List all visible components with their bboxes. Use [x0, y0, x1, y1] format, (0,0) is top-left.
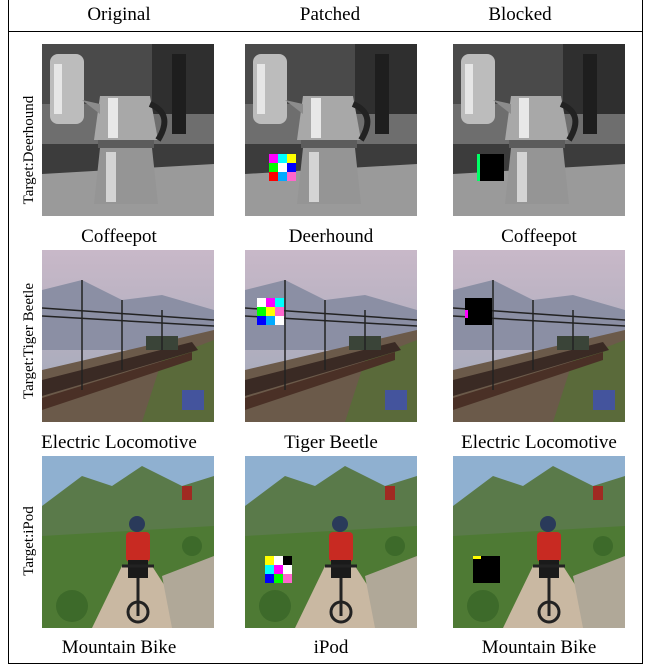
caption-coffeepot-original: Coffeepot: [81, 226, 157, 247]
adversarial-patch: [265, 556, 292, 583]
caption-bike-blocked: Mountain Bike: [481, 637, 597, 658]
blocked-patch: [477, 154, 504, 181]
column-heading-blocked: Blocked: [488, 4, 552, 25]
adversarial-patch: [257, 298, 284, 325]
image-locomotive-patched: [245, 250, 417, 422]
column-heading-original: Original: [87, 4, 151, 25]
caption-bike-original: Mountain Bike: [61, 637, 177, 658]
column-heading-patched: Patched: [299, 4, 361, 25]
row-label-deerhound: Target:Deerhound: [21, 95, 37, 205]
row-label-ipod: Target:iPod: [21, 506, 37, 576]
row-label-tiger-beetle: Target:Tiger Beetle: [21, 283, 37, 400]
image-locomotive-blocked: [453, 250, 625, 422]
caption-bike-patched: iPod: [313, 637, 349, 658]
header-rule: [8, 31, 643, 32]
image-bike-blocked: [453, 456, 625, 628]
caption-coffeepot-patched: Deerhound: [288, 226, 374, 247]
figure-frame: [8, 0, 643, 664]
image-coffeepot-blocked: [453, 44, 625, 216]
image-coffeepot-patched: [245, 44, 417, 216]
blocked-patch: [465, 298, 492, 325]
caption-locomotive-patched: Tiger Beetle: [284, 432, 378, 453]
image-bike-patched: [245, 456, 417, 628]
image-coffeepot-original: [42, 44, 214, 216]
image-locomotive-original: [42, 250, 214, 422]
caption-coffeepot-blocked: Coffeepot: [501, 226, 577, 247]
adversarial-patch: [269, 154, 296, 181]
caption-locomotive-blocked: Electric Locomotive: [461, 432, 617, 453]
image-bike-original: [42, 456, 214, 628]
blocked-patch: [473, 556, 500, 583]
caption-locomotive-original: Electric Locomotive: [41, 432, 197, 453]
